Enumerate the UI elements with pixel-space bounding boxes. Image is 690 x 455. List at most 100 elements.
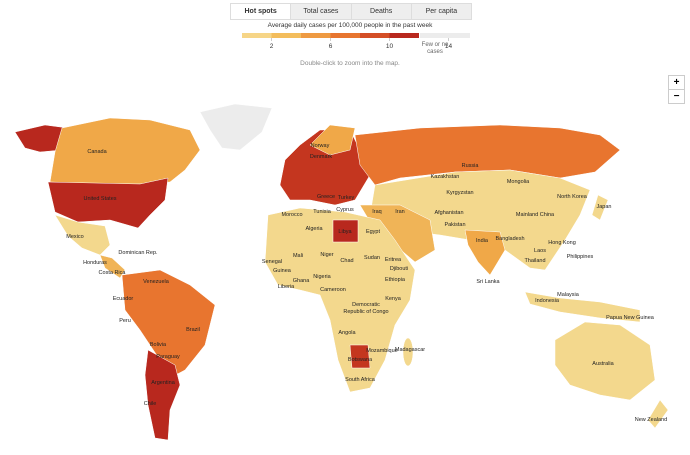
libya (332, 219, 359, 243)
country-label: Ghana (293, 278, 310, 284)
tab-bar: Hot spots Total cases Deaths Per capita (230, 3, 472, 20)
country-label: Costa Rica (99, 270, 127, 276)
legend-tick-label: 2 (270, 43, 274, 50)
country-label: Botswana (348, 357, 373, 363)
legend-tick-label: 6 (329, 43, 333, 50)
country-label: Liberia (278, 284, 295, 290)
country-label: Democratic (352, 302, 380, 308)
country-label: Angola (338, 330, 356, 336)
country-label: Greece (317, 194, 335, 200)
country-label: Senegal (262, 259, 282, 265)
country-label: Egypt (366, 229, 381, 235)
country-label: Chad (340, 258, 353, 264)
tab[interactable]: Total cases (290, 4, 351, 19)
country-label: Papua New Guinea (606, 315, 655, 321)
country-label: Malaysia (557, 292, 580, 298)
legend-swatch-no-data (420, 33, 470, 38)
south-america (121, 269, 216, 379)
legend-swatch (330, 33, 360, 38)
central-america (99, 254, 126, 279)
country-label: Pakistan (444, 222, 465, 228)
country-label: Morocco (281, 212, 302, 218)
botswana (349, 344, 371, 369)
world-map (14, 103, 669, 441)
russia (354, 124, 621, 186)
country-label: Laos (534, 248, 546, 254)
country-label: Bangladesh (495, 236, 524, 242)
india (464, 229, 506, 276)
country-label: Eritrea (385, 257, 402, 263)
country-label: Turkey (338, 195, 355, 201)
country-label: Tunisia (313, 209, 331, 215)
country-label: Philippines (567, 254, 594, 260)
legend-swatch (271, 33, 301, 38)
country-label: India (476, 238, 489, 244)
country-label: Mongolia (507, 179, 530, 185)
country-label: Paraguay (156, 354, 180, 360)
country-label: Djibouti (390, 266, 408, 272)
country-label: Mali (293, 253, 303, 259)
mexico (54, 214, 111, 256)
country-label: Niger (320, 252, 333, 258)
tab[interactable]: Deaths (350, 4, 411, 19)
map-hint: Double-click to zoom into the map. (300, 60, 400, 67)
country-label: Iraq (372, 209, 381, 215)
legend-title: Average daily cases per 100,000 people i… (268, 22, 433, 29)
country-label: Nigeria (313, 274, 331, 280)
country-label: Argentina (151, 380, 175, 386)
zoom-controls: + − (668, 75, 685, 104)
country-label: Cameroon (320, 287, 346, 293)
japan (591, 194, 609, 221)
country-label: Libya (338, 229, 352, 235)
country-label: Japan (597, 204, 612, 210)
legend-swatch (301, 33, 331, 38)
country-label: Afghanistan (434, 210, 463, 216)
country-label: Thailand (524, 258, 545, 264)
country-label: Chile (144, 401, 157, 407)
tab[interactable]: Hot spots (231, 4, 291, 19)
country-label: Algeria (305, 226, 323, 232)
country-label: Iran (395, 209, 404, 215)
country-label: Mozambique (366, 348, 398, 354)
legend-no-data-label: cases (427, 49, 443, 55)
legend-tick-label: 10 (386, 43, 394, 50)
new-zealand (647, 399, 669, 429)
country-label: Mexico (66, 234, 83, 240)
legend-no-data-label: Few or no (422, 42, 449, 48)
legend-swatch (360, 33, 390, 38)
legend-tick-label: 14 (445, 43, 453, 50)
africa (264, 207, 416, 393)
country-label: Venezuela (143, 279, 170, 285)
country-label: Madagascar (395, 347, 425, 353)
legend-swatch (242, 33, 272, 38)
madagascar (402, 337, 414, 367)
country-label: New Zealand (635, 417, 667, 423)
country-labels: Canada United States Mexico Honduras Dominic… (66, 143, 667, 423)
canada (49, 117, 201, 185)
country-label: Russia (462, 163, 480, 169)
indonesia (524, 291, 641, 323)
country-label: Kazakhstan (431, 174, 460, 180)
country-label: Peru (119, 318, 131, 324)
country-label: Guinea (273, 268, 292, 274)
country-label: Honduras (83, 260, 107, 266)
united-states (47, 177, 169, 229)
country-label: North Korea (557, 194, 588, 200)
tab[interactable]: Per capita (410, 4, 471, 19)
country-label: Canada (87, 149, 107, 155)
country-label: United States (83, 196, 116, 202)
zoom-in-button[interactable]: + (669, 76, 684, 90)
country-label: South Africa (345, 377, 376, 383)
australia (554, 321, 656, 401)
country-label: Cyprus (336, 207, 354, 213)
country-label: Denmark (310, 154, 333, 160)
country-label: Bolivia (150, 342, 167, 348)
country-label: Sudan (364, 255, 380, 261)
country-label: Brazil (186, 327, 200, 333)
country-label: Republic of Congo (343, 309, 388, 315)
zoom-out-button[interactable]: − (673, 91, 680, 102)
country-label: Ethiopia (385, 277, 406, 283)
scandinavia (309, 124, 356, 156)
country-label: Indonesia (535, 298, 560, 304)
